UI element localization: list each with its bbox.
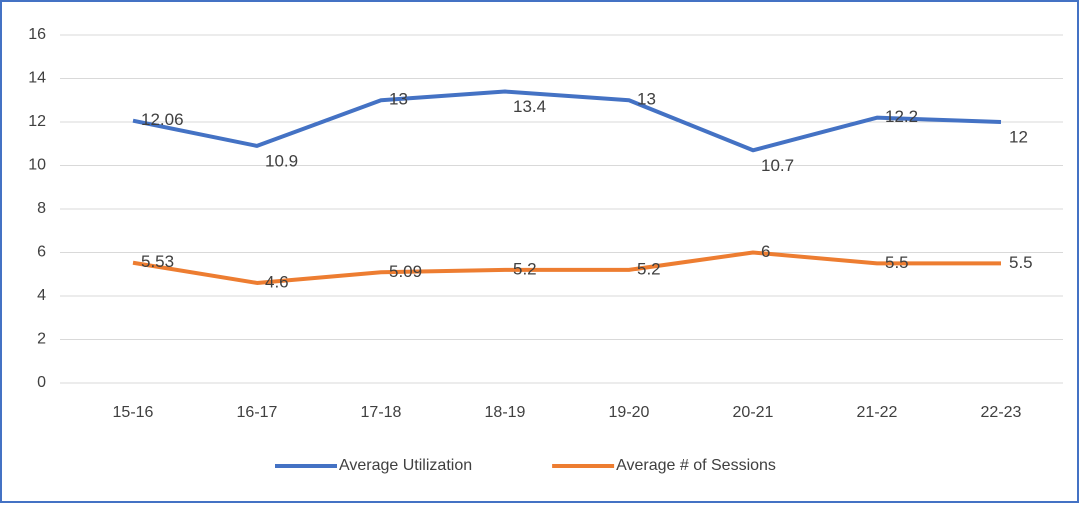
data-label: 5.09 (389, 262, 422, 281)
data-label: 12 (1009, 127, 1028, 146)
x-tick-label: 20-21 (733, 404, 774, 421)
y-tick-label: 0 (37, 374, 46, 391)
data-label: 13 (389, 90, 408, 109)
y-tick-label: 6 (37, 244, 46, 261)
legend-label: Average Utilization (339, 457, 472, 474)
legend-label: Average # of Sessions (616, 457, 776, 474)
data-label: 13.4 (513, 97, 546, 116)
data-label: 5.2 (513, 259, 537, 278)
y-tick-label: 12 (28, 113, 46, 130)
data-label: 13 (637, 90, 656, 109)
data-label: 5.2 (637, 259, 661, 278)
data-label: 6 (761, 242, 770, 261)
y-tick-label: 10 (28, 157, 46, 174)
y-tick-label: 14 (28, 70, 46, 87)
y-tick-label: 16 (28, 26, 46, 43)
x-tick-label: 22-23 (981, 404, 1022, 421)
data-label: 5.5 (885, 253, 909, 272)
data-label: 10.7 (761, 156, 794, 175)
x-tick-label: 16-17 (237, 404, 278, 421)
y-tick-label: 8 (37, 200, 46, 217)
x-tick-label: 19-20 (609, 404, 650, 421)
x-tick-label: 18-19 (485, 404, 526, 421)
data-label: 12.06 (141, 110, 184, 129)
series-line (132, 89, 1002, 153)
x-tick-label: 15-16 (113, 404, 154, 421)
data-label: 12.2 (885, 107, 918, 126)
x-tick-label: 21-22 (857, 404, 898, 421)
x-tick-label: 17-18 (361, 404, 402, 421)
data-label: 4.6 (265, 272, 289, 291)
data-label: 5.53 (141, 252, 174, 271)
y-tick-label: 4 (37, 287, 46, 304)
data-label: 5.5 (1009, 253, 1033, 272)
y-tick-label: 2 (37, 331, 46, 348)
data-label: 10.9 (265, 151, 298, 170)
series-line (132, 250, 1001, 285)
